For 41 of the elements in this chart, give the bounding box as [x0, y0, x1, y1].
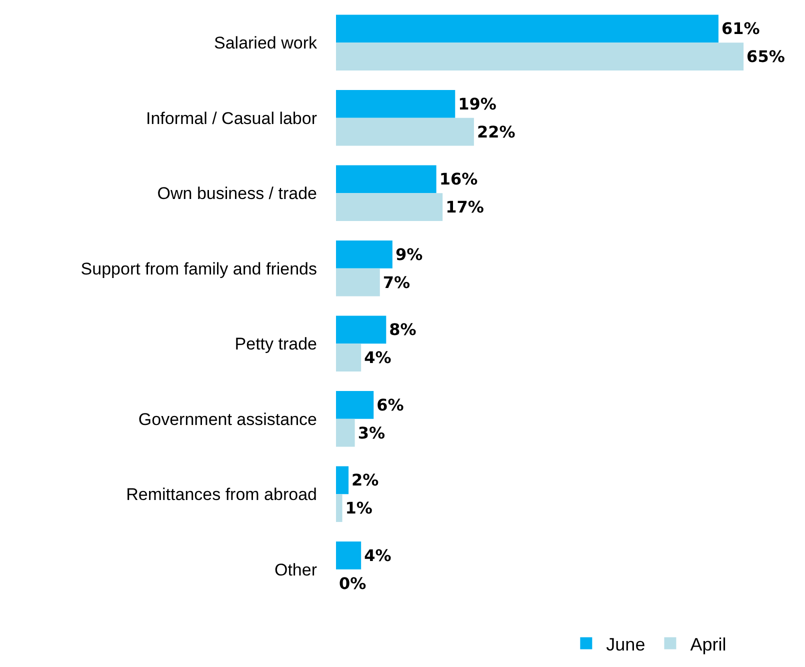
data-label: 61%: [721, 19, 760, 38]
data-label: 16%: [439, 170, 478, 189]
y-tick-label: Government assistance: [138, 410, 317, 429]
bar: [336, 118, 474, 146]
y-tick-label: Own business / trade: [157, 184, 317, 204]
legend-label: April: [690, 634, 726, 654]
data-label: 65%: [746, 47, 785, 66]
bar: [336, 165, 436, 194]
data-label: 6%: [376, 395, 404, 414]
bar: [336, 494, 342, 522]
y-tick-label: Remittances from abroad: [126, 485, 317, 504]
bar: [336, 466, 349, 494]
bar: [336, 418, 355, 447]
y-tick-label: Informal / Casual labor: [146, 108, 318, 128]
legend-label: June: [606, 634, 646, 654]
bar: [336, 14, 718, 43]
data-label: 2%: [352, 470, 379, 490]
data-label: 17%: [446, 198, 484, 217]
data-label: 4%: [364, 546, 392, 565]
bar: [336, 316, 386, 344]
data-label: 8%: [389, 320, 416, 340]
bar: [336, 542, 362, 570]
data-label: 1%: [345, 498, 372, 518]
data-label: 7%: [382, 272, 410, 292]
bar: [336, 90, 456, 118]
y-tick-label: Support from family and friends: [80, 259, 317, 278]
y-tick-label: Petty trade: [234, 334, 317, 354]
data-label: 0%: [339, 574, 366, 593]
bar: [336, 268, 380, 296]
y-tick-label: Other: [274, 560, 318, 580]
data-label: 22%: [476, 122, 516, 142]
bar: [336, 240, 392, 268]
bar: [336, 193, 443, 221]
data-label: 19%: [458, 94, 496, 114]
y-tick-label: Salaried work: [214, 34, 318, 53]
data-label: 9%: [395, 244, 423, 264]
data-label: 3%: [358, 423, 385, 442]
bar: [336, 391, 374, 419]
bar: [336, 344, 362, 372]
bar: [336, 42, 744, 70]
data-label: 4%: [364, 348, 392, 368]
